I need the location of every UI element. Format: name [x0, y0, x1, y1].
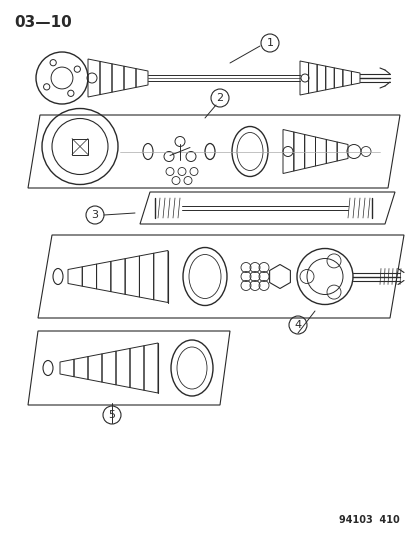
Text: 3: 3 [91, 210, 98, 220]
Text: 94103  410: 94103 410 [338, 515, 399, 525]
Text: 2: 2 [216, 93, 223, 103]
Text: 03—10: 03—10 [14, 15, 71, 30]
Text: 1: 1 [266, 38, 273, 48]
Text: 5: 5 [108, 410, 115, 420]
Text: 4: 4 [294, 320, 301, 330]
